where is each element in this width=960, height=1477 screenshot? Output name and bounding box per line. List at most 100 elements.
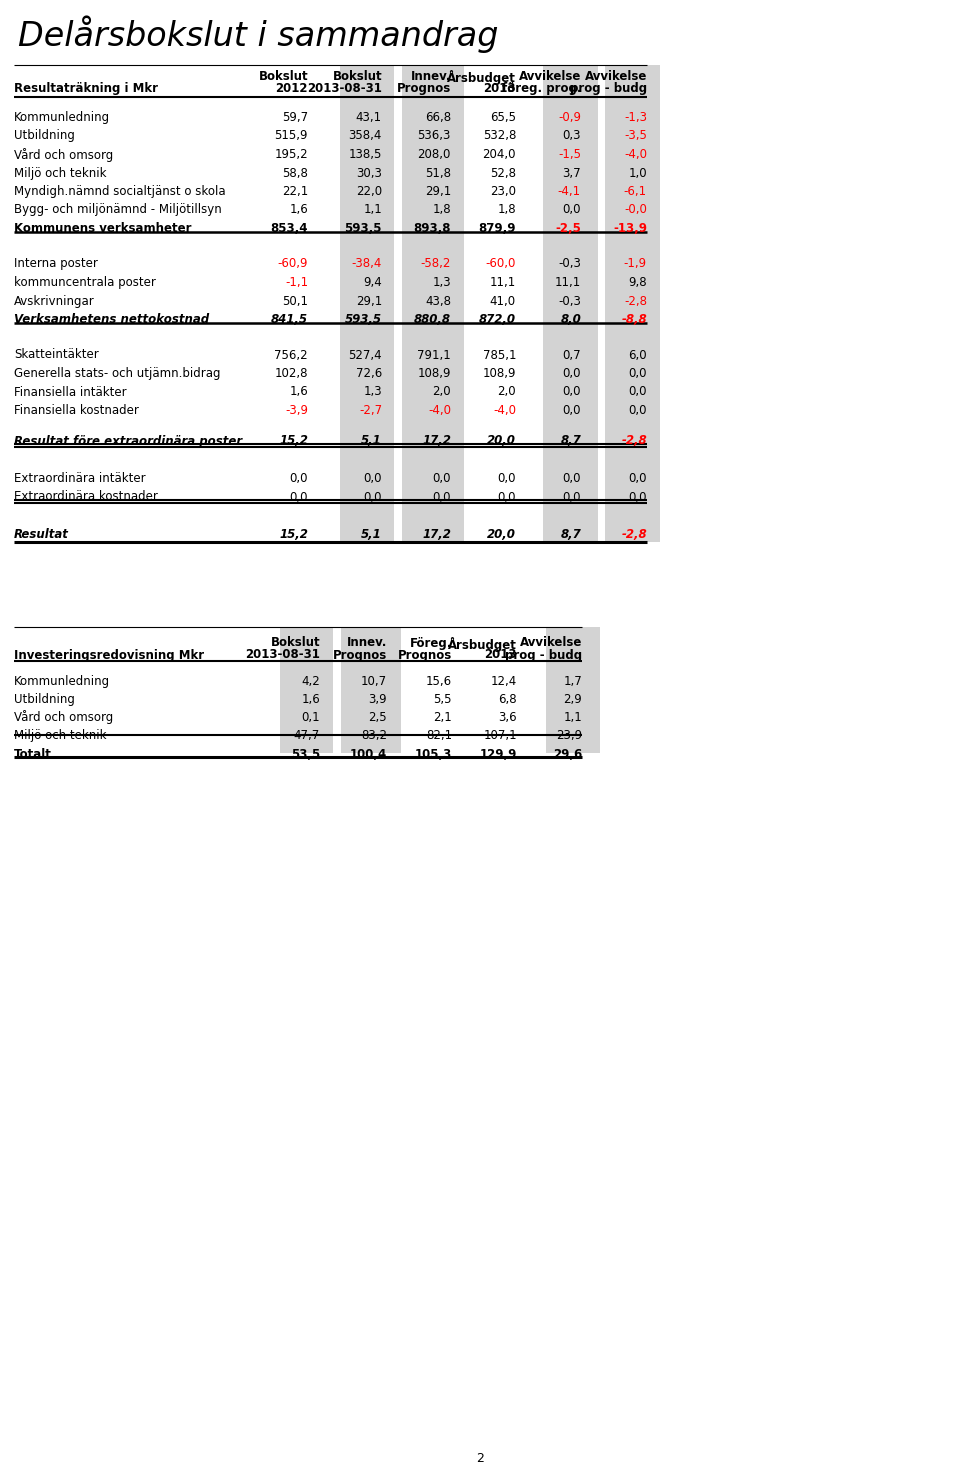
Text: 893,8: 893,8	[414, 222, 451, 235]
Text: 1,8: 1,8	[497, 204, 516, 217]
Text: 108,9: 108,9	[418, 366, 451, 380]
Bar	[546, 626, 600, 752]
Text: 1,7: 1,7	[564, 675, 582, 687]
Text: -4,0: -4,0	[428, 405, 451, 417]
Text: 83,2: 83,2	[361, 728, 387, 741]
Text: 23,0: 23,0	[490, 185, 516, 198]
Text: 5,1: 5,1	[361, 527, 382, 541]
Text: 3,9: 3,9	[369, 693, 387, 706]
Text: 108,9: 108,9	[483, 366, 516, 380]
Text: 1,1: 1,1	[363, 204, 382, 217]
Text: Delårsbokslut i sammandrag: Delårsbokslut i sammandrag	[18, 15, 498, 53]
Text: 0,0: 0,0	[433, 490, 451, 504]
Text: 195,2: 195,2	[275, 148, 308, 161]
Text: -2,8: -2,8	[621, 434, 647, 448]
Text: 10,7: 10,7	[361, 675, 387, 687]
Text: 0,3: 0,3	[563, 130, 581, 142]
Text: 0,0: 0,0	[563, 490, 581, 504]
Text: 5,1: 5,1	[361, 434, 382, 448]
Text: 1,8: 1,8	[432, 204, 451, 217]
Text: Interna poster: Interna poster	[14, 257, 98, 270]
Text: Kommunens verksamheter: Kommunens verksamheter	[14, 222, 191, 235]
Text: 53,5: 53,5	[291, 749, 320, 762]
Text: 0,0: 0,0	[290, 473, 308, 484]
Text: 2013-08-31: 2013-08-31	[307, 83, 382, 95]
Text: 0,0: 0,0	[563, 385, 581, 399]
Text: 17,2: 17,2	[422, 527, 451, 541]
Text: 1,3: 1,3	[364, 385, 382, 399]
Text: 43,1: 43,1	[356, 111, 382, 124]
Text: 15,2: 15,2	[279, 434, 308, 448]
Text: 2013-08-31: 2013-08-31	[245, 648, 320, 662]
Bar	[341, 626, 401, 752]
Text: 593,5: 593,5	[345, 222, 382, 235]
Text: Årsbudget: Årsbudget	[447, 69, 516, 86]
Text: 66,8: 66,8	[425, 111, 451, 124]
Text: Avvikelse: Avvikelse	[518, 69, 581, 83]
Text: 1,6: 1,6	[301, 693, 320, 706]
Text: Investeringsredovisning Mkr: Investeringsredovisning Mkr	[14, 648, 204, 662]
Text: Bokslut: Bokslut	[258, 69, 308, 83]
Text: 6,0: 6,0	[629, 349, 647, 362]
Text: Miljö och teknik: Miljö och teknik	[14, 728, 107, 741]
Text: 0,7: 0,7	[563, 349, 581, 362]
Text: -0,3: -0,3	[558, 257, 581, 270]
Text: -3,5: -3,5	[624, 130, 647, 142]
Text: 2,9: 2,9	[564, 693, 582, 706]
Text: 0,0: 0,0	[563, 405, 581, 417]
Text: 1,0: 1,0	[629, 167, 647, 180]
Text: 1,6: 1,6	[289, 385, 308, 399]
Text: 872,0: 872,0	[479, 313, 516, 326]
Text: Totalt: Totalt	[14, 749, 52, 762]
Text: 0,0: 0,0	[433, 473, 451, 484]
Text: 2,1: 2,1	[433, 710, 452, 724]
Text: 100,4: 100,4	[349, 749, 387, 762]
Text: 105,3: 105,3	[415, 749, 452, 762]
Text: Resultat: Resultat	[14, 527, 69, 541]
Bar	[605, 65, 660, 542]
Text: 0,0: 0,0	[563, 204, 581, 217]
Text: föreg. prog.: föreg. prog.	[501, 83, 581, 95]
Text: 59,7: 59,7	[282, 111, 308, 124]
Text: Årsbudget: Årsbudget	[448, 637, 517, 651]
Text: 2,0: 2,0	[432, 385, 451, 399]
Text: 2013: 2013	[485, 648, 517, 662]
Text: -2,7: -2,7	[359, 405, 382, 417]
Text: 0,0: 0,0	[364, 473, 382, 484]
Text: 8,7: 8,7	[561, 527, 581, 541]
Text: Prognos: Prognos	[333, 648, 387, 662]
Text: -6,1: -6,1	[624, 185, 647, 198]
Text: Miljö och teknik: Miljö och teknik	[14, 167, 107, 180]
Text: 50,1: 50,1	[282, 294, 308, 307]
Text: 1,3: 1,3	[432, 276, 451, 289]
Text: -38,4: -38,4	[351, 257, 382, 270]
Text: 879,9: 879,9	[478, 222, 516, 235]
Text: 20,0: 20,0	[487, 527, 516, 541]
Text: -2,8: -2,8	[624, 294, 647, 307]
Text: 0,0: 0,0	[629, 473, 647, 484]
Text: 1,6: 1,6	[289, 204, 308, 217]
Text: 43,8: 43,8	[425, 294, 451, 307]
Text: 0,0: 0,0	[629, 366, 647, 380]
Text: 358,4: 358,4	[348, 130, 382, 142]
Text: -4,0: -4,0	[493, 405, 516, 417]
Bar	[402, 65, 464, 542]
Text: 58,8: 58,8	[282, 167, 308, 180]
Text: -60,0: -60,0	[486, 257, 516, 270]
Text: 29,1: 29,1	[424, 185, 451, 198]
Text: 515,9: 515,9	[275, 130, 308, 142]
Text: 29,6: 29,6	[553, 749, 582, 762]
Text: Verksamhetens nettokostnad: Verksamhetens nettokostnad	[14, 313, 209, 326]
Text: Resultaträkning i Mkr: Resultaträkning i Mkr	[14, 83, 158, 95]
Text: 5,5: 5,5	[434, 693, 452, 706]
Text: Extraordinära kostnader: Extraordinära kostnader	[14, 490, 157, 504]
Text: Avvikelse: Avvikelse	[585, 69, 647, 83]
Text: Kommunledning: Kommunledning	[14, 111, 110, 124]
Text: 20,0: 20,0	[487, 434, 516, 448]
Text: -1,3: -1,3	[624, 111, 647, 124]
Text: Prognos: Prognos	[397, 648, 452, 662]
Text: 2012: 2012	[276, 83, 308, 95]
Text: 593,5: 593,5	[345, 313, 382, 326]
Text: 23,9: 23,9	[556, 728, 582, 741]
Text: 532,8: 532,8	[483, 130, 516, 142]
